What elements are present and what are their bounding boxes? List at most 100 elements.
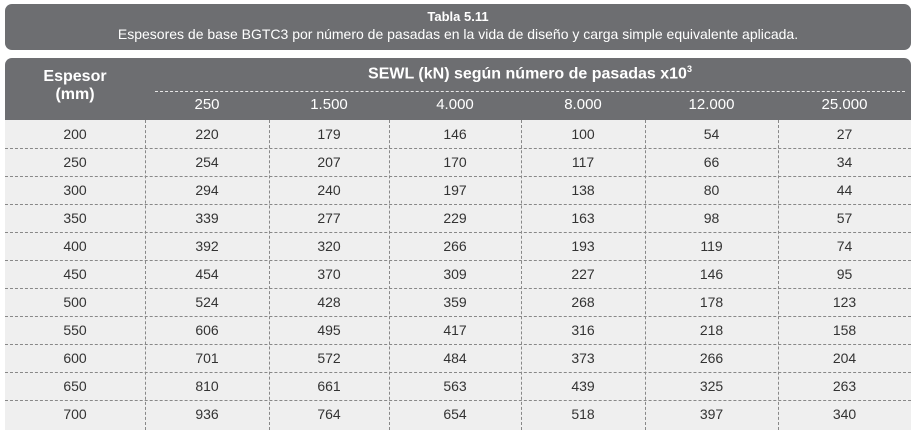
thickness-cell: 300	[63, 182, 87, 198]
table-row: 400 392 320 266 193 119 74	[5, 232, 911, 261]
sewl-value-cell: 439	[571, 378, 595, 394]
sewl-value-cell: 204	[832, 350, 857, 366]
sewl-value-cell: 764	[317, 406, 341, 422]
sewl-value-cell: 339	[195, 210, 219, 226]
thickness-cell: 500	[63, 294, 87, 310]
table-number: Tabla 5.11	[427, 9, 489, 24]
sewl-value-cell: 370	[317, 266, 341, 282]
sewl-value-cell: 320	[317, 238, 341, 254]
sewl-value-cell: 123	[832, 294, 857, 310]
sewl-value-cell: 170	[443, 154, 467, 170]
thickness-cell: 250	[63, 154, 87, 170]
sewl-value-cell: 95	[836, 266, 853, 282]
table-title: Espesores de base BGTC3 por número de pa…	[117, 26, 799, 42]
sewl-value-cell: 454	[195, 266, 219, 282]
sewl-value-cell: 146	[443, 126, 467, 142]
sewl-value-cell: 654	[443, 406, 467, 422]
sewl-value-cell: 495	[317, 322, 341, 338]
sewl-value-cell: 359	[443, 294, 467, 310]
sewl-value-cell: 277	[317, 210, 341, 226]
thickness-cell: 600	[63, 350, 87, 366]
sewl-value-cell: 179	[317, 126, 341, 142]
sewl-value-cell: 268	[571, 294, 595, 310]
sewl-value-cell: 294	[195, 182, 219, 198]
sewl-value-cell: 340	[832, 406, 857, 422]
sewl-value-cell: 254	[195, 154, 219, 170]
sewl-value-cell: 240	[317, 182, 341, 198]
table-row: 250 254 207 170 117 66 34	[5, 148, 911, 177]
sewl-value-cell: 484	[443, 350, 467, 366]
column-divider	[521, 120, 522, 430]
sewl-value-cell: 263	[832, 378, 857, 394]
sewl-value-cell: 80	[703, 182, 720, 198]
table-header: Espesor (mm) SEWL (kN) según número de p…	[5, 58, 911, 120]
sewl-value-cell: 146	[699, 266, 724, 282]
sewl-value-cell: 57	[836, 210, 853, 226]
sewl-value-cell: 397	[699, 406, 724, 422]
passes-column-headers: 250 1.500 4.000 8.000 12.000 25.000	[5, 96, 911, 118]
sewl-value-cell: 138	[571, 182, 595, 198]
sewl-value-cell: 178	[699, 294, 724, 310]
sewl-value-cell: 44	[836, 182, 853, 198]
passes-column-header: 4.000	[436, 96, 474, 113]
sewl-value-cell: 197	[443, 182, 467, 198]
sewl-value-cell: 98	[703, 210, 720, 226]
sewl-value-cell: 27	[836, 126, 853, 142]
sewl-value-cell: 220	[195, 126, 219, 142]
sewl-value-cell: 810	[195, 378, 219, 394]
thickness-header-unit: (mm)	[55, 86, 95, 103]
sewl-value-cell: 572	[317, 350, 341, 366]
sewl-value-cell: 218	[699, 322, 724, 338]
thickness-cell: 450	[63, 266, 87, 282]
table-body: 200 220 179 146 100 54 27 250 254 207 170 117 66 34 30…	[5, 120, 911, 430]
thickness-cell: 650	[63, 378, 87, 394]
sewl-value-cell: 158	[832, 322, 857, 338]
thickness-cell: 400	[63, 238, 87, 254]
sewl-value-cell: 316	[571, 322, 595, 338]
passes-column-header: 12.000	[688, 96, 735, 113]
thickness-cell: 700	[63, 406, 87, 422]
table-row: 200 220 179 146 100 54 27	[5, 120, 911, 149]
sewl-value-cell: 524	[195, 294, 219, 310]
column-divider	[778, 120, 779, 430]
sewl-value-cell: 117	[571, 154, 595, 170]
sewl-value-cell: 100	[571, 126, 595, 142]
thickness-header: Espesor (mm)	[5, 68, 145, 104]
sewl-value-cell: 266	[443, 238, 467, 254]
sewl-value-cell: 417	[443, 322, 467, 338]
sewl-value-cell: 66	[703, 154, 720, 170]
sewl-value-cell: 936	[195, 406, 219, 422]
table-caption: Tabla 5.11 Espesores de base BGTC3 por n…	[5, 4, 911, 50]
sewl-value-cell: 373	[571, 350, 595, 366]
table-row: 350 339 277 229 163 98 57	[5, 204, 911, 233]
sewl-value-cell: 163	[571, 210, 595, 226]
column-divider	[145, 120, 146, 430]
sewl-value-cell: 74	[836, 238, 853, 254]
table-row: 500 524 428 359 268 178 123	[5, 288, 911, 317]
table-row: 450 454 370 309 227 146 95	[5, 260, 911, 289]
sewl-value-cell: 193	[571, 238, 595, 254]
passes-column-header: 1.500	[310, 96, 348, 113]
sewl-value-cell: 34	[836, 154, 853, 170]
sewl-value-cell: 428	[317, 294, 341, 310]
header-divider	[155, 91, 905, 92]
passes-column-header: 250	[194, 96, 220, 113]
sewl-value-cell: 266	[699, 350, 724, 366]
passes-column-header: 8.000	[564, 96, 602, 113]
thickness-cell: 350	[63, 210, 87, 226]
passes-column-header: 25.000	[821, 96, 868, 113]
passes-group-exponent: 3	[686, 64, 692, 74]
sewl-value-cell: 54	[703, 126, 720, 142]
sewl-value-cell: 207	[317, 154, 341, 170]
column-divider	[645, 120, 646, 430]
sewl-value-cell: 325	[699, 378, 724, 394]
sewl-value-cell: 392	[195, 238, 219, 254]
sewl-value-cell: 229	[443, 210, 467, 226]
table-row: 600 701 572 484 373 266 204	[5, 344, 911, 373]
table-row: 300 294 240 197 138 80 44	[5, 176, 911, 205]
sewl-value-cell: 227	[571, 266, 595, 282]
column-divider	[269, 120, 270, 430]
sewl-value-cell: 606	[195, 322, 219, 338]
passes-group-header: SEWL (kN) según número de pasadas x103	[155, 64, 905, 83]
sewl-value-cell: 661	[317, 378, 341, 394]
